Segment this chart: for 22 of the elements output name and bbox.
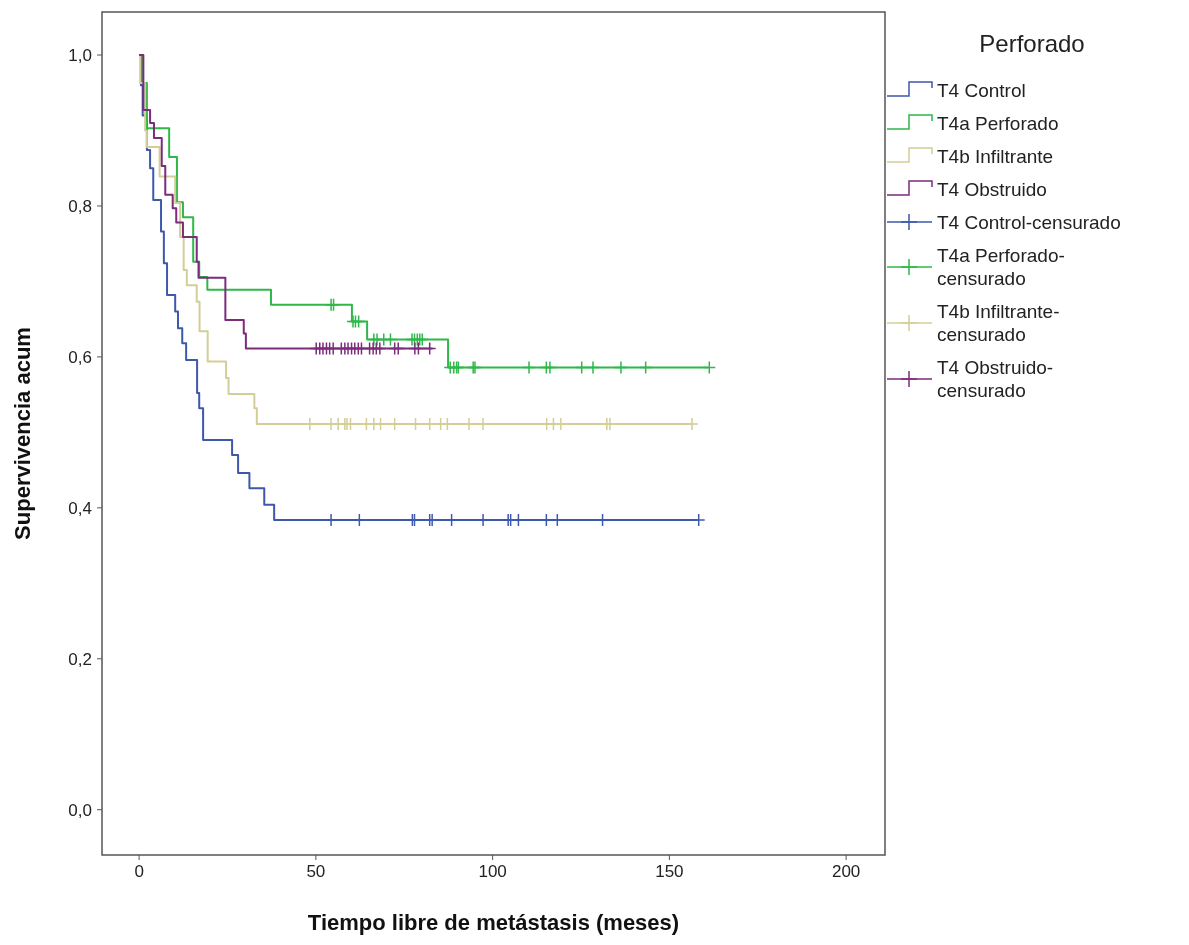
legend-label: T4 Control (937, 79, 1026, 101)
legend-label: T4a Perforado-censurado (937, 244, 1065, 289)
y-axis-title: Supervivencia acum (10, 327, 35, 540)
y-tick-label: 0,0 (68, 800, 92, 820)
y-tick-label: 0,8 (68, 196, 92, 216)
x-tick-label: 0 (134, 862, 144, 881)
legend-label: T4 Obstruido-censurado (937, 356, 1054, 401)
x-tick-label: 100 (478, 862, 507, 881)
x-tick-label: 50 (306, 862, 326, 881)
x-tick-label: 200 (831, 862, 861, 881)
y-tick-label: 0,4 (68, 498, 92, 518)
legend-label: T4a Perforado (937, 112, 1059, 134)
y-tick-label: 0,6 (68, 347, 92, 367)
legend-label: T4 Control-censurado (937, 211, 1121, 233)
legend-label: T4b Infiltrante (937, 145, 1054, 167)
legend-label: T4 Obstruido (937, 178, 1047, 200)
x-tick-label: 150 (655, 862, 684, 881)
legend-label: T4b Infiltrante-censurado (937, 300, 1060, 345)
y-tick-label: 1,0 (68, 45, 92, 65)
x-axis-title: Tiempo libre de metástasis (meses) (307, 910, 680, 935)
y-tick-label: 0,2 (68, 649, 92, 669)
legend-title: Perforado (979, 30, 1085, 57)
